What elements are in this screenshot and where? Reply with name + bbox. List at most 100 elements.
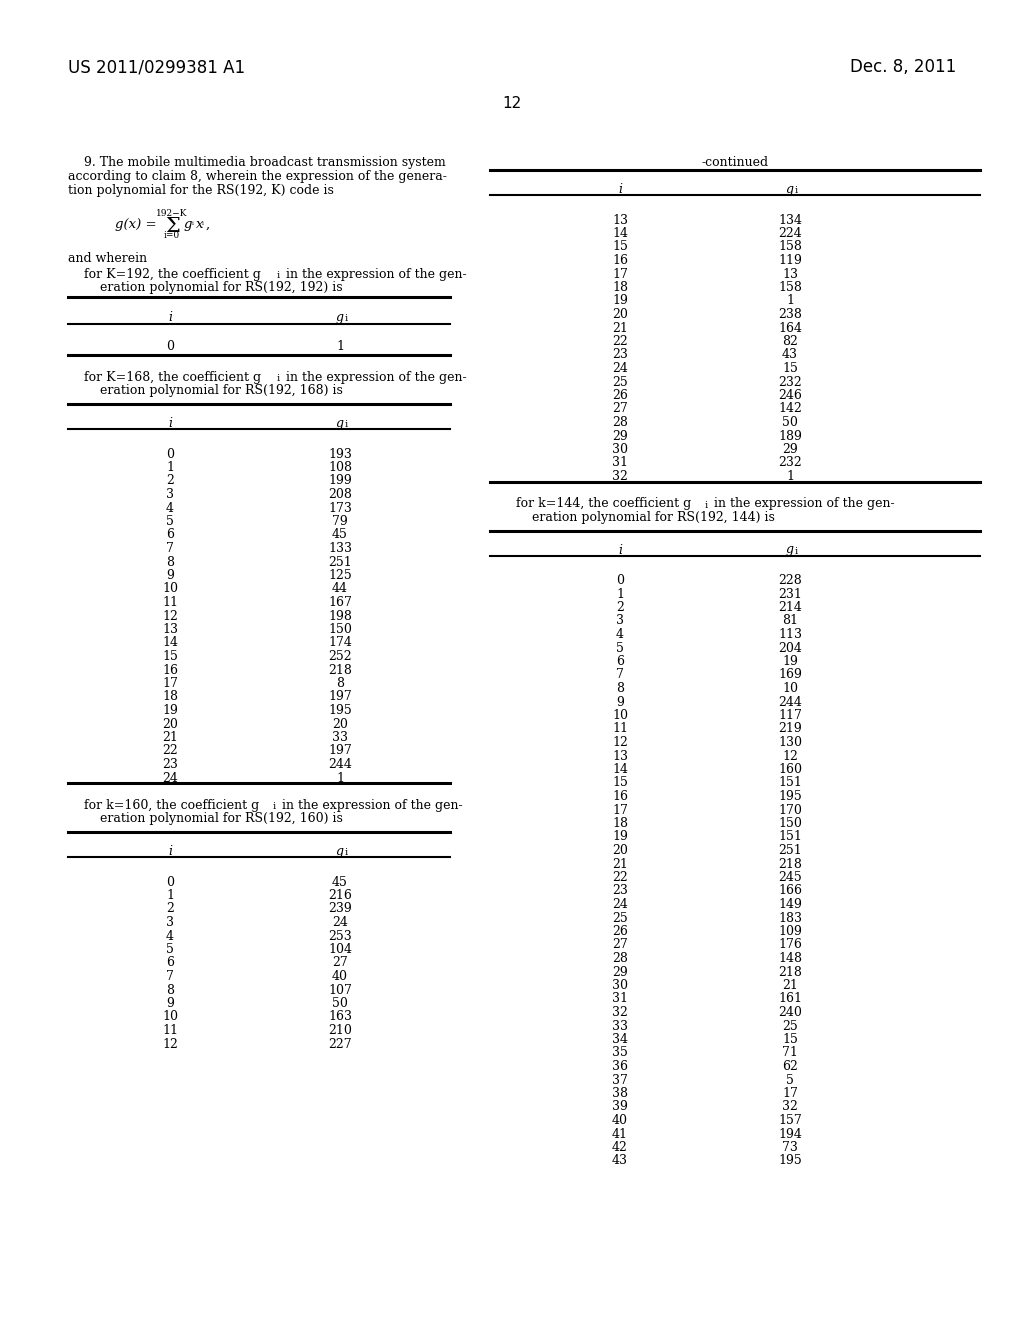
Text: 9: 9 <box>616 696 624 709</box>
Text: g: g <box>336 417 344 430</box>
Text: 246: 246 <box>778 389 802 403</box>
Text: 6: 6 <box>616 655 624 668</box>
Text: 108: 108 <box>328 461 352 474</box>
Text: 21: 21 <box>162 731 178 744</box>
Text: 239: 239 <box>328 903 352 916</box>
Text: 0: 0 <box>166 341 174 352</box>
Text: 20: 20 <box>332 718 348 730</box>
Text: 29: 29 <box>612 429 628 442</box>
Text: 1: 1 <box>786 294 794 308</box>
Text: 197: 197 <box>328 690 352 704</box>
Text: 2: 2 <box>616 601 624 614</box>
Text: 160: 160 <box>778 763 802 776</box>
Text: g: g <box>336 845 344 858</box>
Text: 238: 238 <box>778 308 802 321</box>
Text: 104: 104 <box>328 942 352 956</box>
Text: 1: 1 <box>336 771 344 784</box>
Text: 15: 15 <box>162 649 178 663</box>
Text: 195: 195 <box>328 704 352 717</box>
Text: i: i <box>278 271 281 280</box>
Text: 42: 42 <box>612 1140 628 1154</box>
Text: 193: 193 <box>328 447 352 461</box>
Text: 216: 216 <box>328 888 352 902</box>
Text: 166: 166 <box>778 884 802 898</box>
Text: 214: 214 <box>778 601 802 614</box>
Text: 4: 4 <box>166 929 174 942</box>
Text: 50: 50 <box>332 997 348 1010</box>
Text: 210: 210 <box>328 1024 352 1038</box>
Text: 3: 3 <box>166 916 174 929</box>
Text: 17: 17 <box>612 804 628 817</box>
Text: 240: 240 <box>778 1006 802 1019</box>
Text: x: x <box>196 218 204 231</box>
Text: 158: 158 <box>778 240 802 253</box>
Text: 25: 25 <box>612 912 628 924</box>
Text: 157: 157 <box>778 1114 802 1127</box>
Text: 23: 23 <box>612 348 628 362</box>
Text: 12: 12 <box>782 750 798 763</box>
Text: ᵢ: ᵢ <box>193 218 194 227</box>
Text: 12: 12 <box>612 737 628 748</box>
Text: 204: 204 <box>778 642 802 655</box>
Text: 32: 32 <box>782 1101 798 1114</box>
Text: 62: 62 <box>782 1060 798 1073</box>
Text: in the expression of the gen-: in the expression of the gen- <box>278 799 463 812</box>
Text: 183: 183 <box>778 912 802 924</box>
Text: g(x) =: g(x) = <box>115 218 157 231</box>
Text: 18: 18 <box>162 690 178 704</box>
Text: 13: 13 <box>612 750 628 763</box>
Text: in the expression of the gen-: in the expression of the gen- <box>282 371 467 384</box>
Text: 8: 8 <box>616 682 624 696</box>
Text: 164: 164 <box>778 322 802 334</box>
Text: in the expression of the gen-: in the expression of the gen- <box>282 268 467 281</box>
Text: for K=168, the coefficient g: for K=168, the coefficient g <box>84 371 261 384</box>
Text: 253: 253 <box>328 929 352 942</box>
Text: i: i <box>795 186 798 195</box>
Text: 2: 2 <box>166 474 174 487</box>
Text: 40: 40 <box>612 1114 628 1127</box>
Text: 41: 41 <box>612 1127 628 1140</box>
Text: 18: 18 <box>612 817 628 830</box>
Text: 251: 251 <box>328 556 352 569</box>
Text: 22: 22 <box>612 335 628 348</box>
Text: 117: 117 <box>778 709 802 722</box>
Text: eration polynomial for RS(192, 160) is: eration polynomial for RS(192, 160) is <box>100 812 343 825</box>
Text: in the expression of the gen-: in the expression of the gen- <box>710 498 895 511</box>
Text: 149: 149 <box>778 898 802 911</box>
Text: 10: 10 <box>612 709 628 722</box>
Text: eration polynomial for RS(192, 144) is: eration polynomial for RS(192, 144) is <box>532 511 775 524</box>
Text: 1: 1 <box>166 461 174 474</box>
Text: eration polynomial for RS(192, 192) is: eration polynomial for RS(192, 192) is <box>100 281 343 294</box>
Text: 176: 176 <box>778 939 802 952</box>
Text: 224: 224 <box>778 227 802 240</box>
Text: 5: 5 <box>166 942 174 956</box>
Text: 19: 19 <box>782 655 798 668</box>
Text: 29: 29 <box>782 444 798 455</box>
Text: 11: 11 <box>162 597 178 609</box>
Text: 34: 34 <box>612 1034 628 1045</box>
Text: 142: 142 <box>778 403 802 416</box>
Text: 161: 161 <box>778 993 802 1006</box>
Text: according to claim 8, wherein the expression of the genera-: according to claim 8, wherein the expres… <box>68 170 446 183</box>
Text: for K=192, the coefficient g: for K=192, the coefficient g <box>84 268 261 281</box>
Text: 232: 232 <box>778 457 802 470</box>
Text: 9. The mobile multimedia broadcast transmission system: 9. The mobile multimedia broadcast trans… <box>68 156 445 169</box>
Text: 44: 44 <box>332 582 348 595</box>
Text: 251: 251 <box>778 843 802 857</box>
Text: 20: 20 <box>612 308 628 321</box>
Text: 150: 150 <box>778 817 802 830</box>
Text: 16: 16 <box>162 664 178 676</box>
Text: 198: 198 <box>328 610 352 623</box>
Text: 163: 163 <box>328 1011 352 1023</box>
Text: 23: 23 <box>612 884 628 898</box>
Text: 9: 9 <box>166 569 174 582</box>
Text: 245: 245 <box>778 871 802 884</box>
Text: 24: 24 <box>612 898 628 911</box>
Text: 12: 12 <box>503 96 521 111</box>
Text: i: i <box>278 374 281 383</box>
Text: 13: 13 <box>782 268 798 281</box>
Text: i: i <box>705 500 709 510</box>
Text: 189: 189 <box>778 429 802 442</box>
Text: 40: 40 <box>332 970 348 983</box>
Text: 24: 24 <box>332 916 348 929</box>
